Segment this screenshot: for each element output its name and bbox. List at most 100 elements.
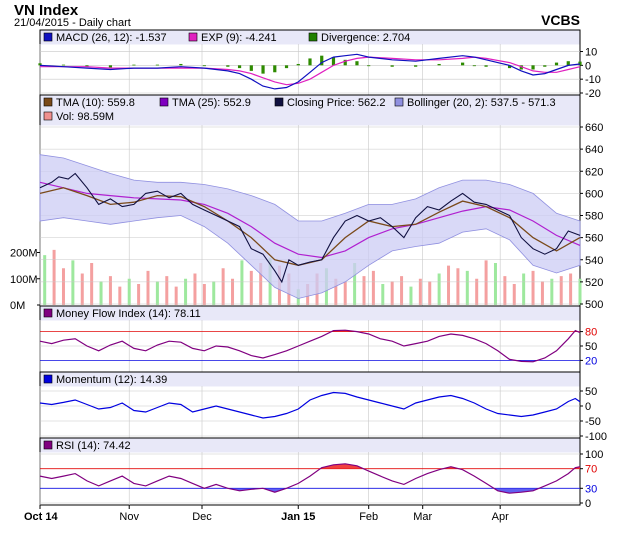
volume-bar [108, 276, 112, 305]
volume-bar [531, 270, 535, 305]
macd-divergence-bar [296, 63, 300, 66]
volume-bar [155, 281, 159, 305]
volume-bar [80, 273, 84, 305]
volume-bar [146, 270, 150, 305]
price-legend-swatch [43, 111, 53, 121]
price-ytick-label: 580 [585, 211, 603, 223]
rsi-ytick-label: 0 [585, 498, 591, 510]
momentum-line [39, 391, 581, 419]
macd-divergence-bar [566, 61, 570, 66]
volume-bar [522, 273, 526, 305]
macd-legend-label: Divergence: 2.704 [321, 32, 410, 44]
macd-divergence-bar [331, 57, 336, 66]
volume-bar [343, 281, 347, 305]
momentum-ytick-label: 0 [585, 401, 591, 413]
price-legend-label: TMA (10): 559.8 [56, 97, 135, 109]
macd-divergence-bar [414, 65, 418, 67]
macd-divergence-bar [61, 64, 66, 66]
rsi-legend-bg [40, 438, 580, 453]
macd-ytick-label: 10 [585, 47, 597, 59]
mfi-ytick-label: 20 [585, 355, 597, 367]
volume-bar [456, 268, 460, 305]
price-ytick-label: 560 [585, 233, 603, 245]
macd-line [39, 53, 581, 90]
volume-bar [202, 284, 206, 305]
macd-divergence-bar [226, 65, 230, 67]
mfi-legend-swatch [43, 308, 53, 318]
volume-bar [221, 268, 225, 305]
volume-bar [559, 276, 563, 305]
volume-bar [428, 281, 432, 305]
volume-bar [409, 286, 413, 305]
volume-tick-label: 200M [10, 248, 38, 260]
price-legend-swatch [159, 97, 169, 107]
xaxis-label: Jan 15 [281, 511, 315, 523]
volume-bar [231, 278, 235, 305]
volume-tick-label: 100M [10, 274, 38, 286]
volume-bar [212, 281, 216, 305]
volume-bar [249, 270, 253, 305]
bollinger-band [39, 154, 581, 299]
volume-bar [61, 268, 65, 305]
volume-bar [353, 263, 357, 305]
volume-bar [418, 278, 422, 305]
macd-ytick-label: -10 [585, 74, 601, 86]
rsi-ytick-label: 70 [585, 464, 597, 476]
macd-divergence-bar [155, 64, 159, 66]
volume-bar [43, 255, 47, 305]
momentum-ytick-label: 50 [585, 386, 597, 398]
macd-legend-swatch [43, 32, 53, 42]
macd-divergence-bar [484, 65, 488, 67]
mfi-legend-bg [40, 306, 580, 321]
volume-bar [578, 278, 582, 305]
macd-divergence-bar [108, 65, 113, 68]
volume-bar [465, 270, 469, 305]
macd-ytick-label: -20 [585, 88, 601, 100]
xaxis-label: Feb [359, 511, 378, 523]
price-ytick-label: 620 [585, 166, 603, 178]
xaxis-label: Dec [192, 511, 212, 523]
mfi-ytick-label: 80 [585, 327, 597, 339]
macd-divergence-bar [261, 65, 265, 74]
price-legend-swatch [43, 97, 53, 107]
macd-divergence-bar [531, 65, 535, 70]
volume-bar [52, 249, 56, 305]
macd-divergence-bar [202, 65, 206, 67]
price-legend-label: Vol: 98.59M [56, 111, 114, 123]
volume-tick-label: 0M [10, 300, 25, 312]
price-ytick-label: 520 [585, 277, 603, 289]
volume-bar [512, 284, 516, 305]
macd-divergence-bar [249, 65, 253, 71]
momentum-legend-swatch [43, 374, 53, 384]
macd-divergence-bar [132, 64, 136, 66]
price-ytick-label: 500 [585, 299, 603, 311]
macd-divergence-bar [273, 65, 277, 73]
volume-bar [184, 278, 188, 305]
macd-divergence-bar [554, 62, 559, 66]
macd-divergence-bar [543, 65, 547, 67]
macd-divergence-bar [85, 65, 89, 67]
chart-title: VN Index [14, 2, 79, 19]
macd-divergence-bar [308, 58, 312, 66]
rsi-ytick-label: 100 [585, 449, 603, 461]
chart-subtitle: 21/04/2015 - Daily chart [14, 17, 131, 29]
volume-bar [259, 263, 263, 305]
volume-bar [174, 286, 178, 305]
macd-divergence-bar [519, 65, 523, 70]
volume-bar [90, 263, 94, 305]
volume-bar [447, 265, 451, 305]
price-legend-label: Closing Price: 562.2 [287, 97, 385, 109]
macd-divergence-bar [343, 59, 347, 66]
macd-ytick-label: 0 [585, 60, 591, 72]
volume-bar [371, 270, 375, 305]
volume-bar [484, 260, 488, 305]
macd-legend-label: MACD (26, 12): -1.537 [56, 32, 167, 44]
volume-bar [550, 278, 554, 305]
macd-exp-line [40, 56, 581, 86]
volume-bar [503, 276, 507, 305]
momentum-ytick-label: -50 [585, 416, 601, 428]
price-ytick-label: 600 [585, 188, 603, 200]
volume-bar [569, 273, 573, 305]
mfi-oversold-fill [40, 360, 580, 362]
